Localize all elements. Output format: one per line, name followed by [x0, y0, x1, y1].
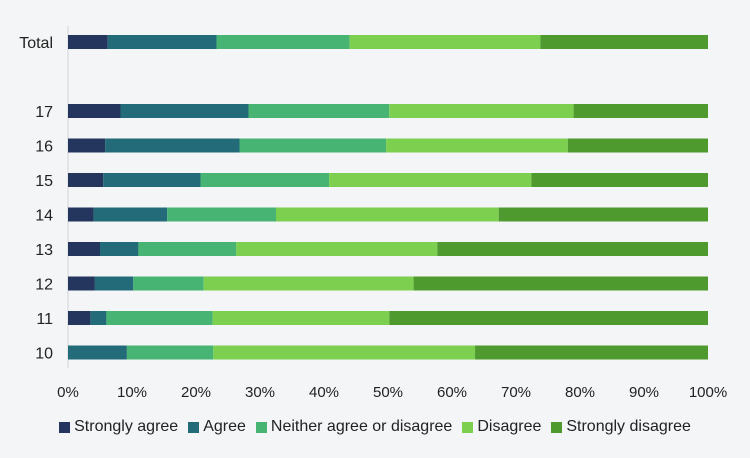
x-tick-label: 70% — [501, 384, 531, 401]
bar-segment — [216, 35, 350, 49]
bar-segment — [200, 173, 330, 187]
bar-segment — [413, 276, 708, 291]
x-tick-label: 40% — [309, 384, 339, 401]
bar-segment — [100, 242, 139, 256]
bar-segment — [498, 207, 708, 222]
x-tick-label: 10% — [117, 384, 147, 401]
bar-segment — [329, 173, 532, 187]
x-tick-label: 100% — [689, 384, 727, 401]
bar-segment — [213, 345, 476, 360]
legend-swatch — [255, 421, 267, 433]
legend-label: Strongly agree — [74, 418, 179, 435]
legend-label: Disagree — [477, 418, 542, 435]
bar-segment — [389, 104, 574, 118]
bar-segment — [239, 138, 387, 153]
bar-segment — [93, 207, 168, 222]
bar-segment — [90, 311, 107, 325]
bar-segment — [203, 276, 414, 291]
bar-segment — [276, 207, 499, 222]
legend-swatch — [188, 421, 200, 433]
legend-swatch — [462, 421, 474, 433]
x-tick-label: 80% — [565, 384, 595, 401]
legend-entry: Disagree — [462, 418, 541, 436]
bar-segment — [68, 207, 94, 222]
bar-segment — [573, 104, 708, 118]
bar-segment — [68, 35, 108, 49]
bar-segment — [94, 276, 134, 291]
bar-segment — [106, 311, 213, 325]
bar-segment — [236, 242, 438, 256]
bar-segment — [389, 311, 708, 325]
legend-swatch — [551, 421, 563, 433]
bar-segment — [212, 311, 390, 325]
y-tick-label: 11 — [36, 311, 53, 328]
bar-segment — [133, 276, 204, 291]
x-tick-label: 90% — [629, 384, 659, 401]
x-tick-label: 50% — [373, 384, 403, 401]
y-tick-label: 16 — [35, 139, 53, 156]
legend: Strongly agree Agree Neither agree or disa… — [0, 418, 750, 436]
legend-entry: Strongly agree — [59, 418, 178, 436]
y-tick-label: 12 — [35, 277, 53, 294]
legend-label: Neither agree or disagree — [270, 418, 453, 435]
bar-segment — [531, 173, 708, 187]
y-tick-label: 14 — [35, 208, 53, 225]
bar-segment — [103, 173, 201, 187]
bar-segment — [120, 104, 249, 118]
x-tick-label: 60% — [437, 384, 467, 401]
legend-entry: Strongly disagree — [551, 418, 691, 436]
bar-segment — [386, 138, 568, 153]
bar-segment — [68, 173, 104, 187]
bar-segment — [475, 345, 708, 360]
bar-segment — [105, 138, 240, 153]
bar-segment — [68, 345, 127, 360]
bar-segment — [349, 35, 541, 49]
bar-segment — [68, 138, 106, 153]
bar-segment — [248, 104, 390, 118]
bar-segment — [68, 311, 91, 325]
legend-label: Strongly disagree — [566, 418, 691, 435]
bar-segment — [138, 242, 237, 256]
x-tick-label: 0% — [57, 384, 79, 401]
y-tick-label: 17 — [35, 104, 53, 121]
x-tick-label: 30% — [245, 384, 275, 401]
bar-segment — [68, 242, 100, 256]
y-tick-label: 15 — [35, 173, 53, 190]
bar-segment — [68, 104, 121, 118]
y-tick-label: 10 — [35, 346, 53, 363]
legend-entry: Neither agree or disagree — [255, 418, 453, 436]
legend-label: Agree — [203, 418, 246, 435]
bar-segment — [167, 207, 276, 222]
bar-segment — [567, 138, 708, 153]
legend-swatch — [59, 421, 71, 433]
y-tick-label: 13 — [35, 242, 53, 259]
bar-segment — [437, 242, 708, 256]
bar-segment — [126, 345, 214, 360]
bar-segment — [68, 276, 95, 291]
bar-segment — [107, 35, 217, 49]
x-tick-label: 20% — [181, 384, 211, 401]
bar-segment — [540, 35, 708, 49]
legend-entry: Agree — [188, 418, 246, 436]
y-tick-label: Total — [19, 35, 53, 52]
